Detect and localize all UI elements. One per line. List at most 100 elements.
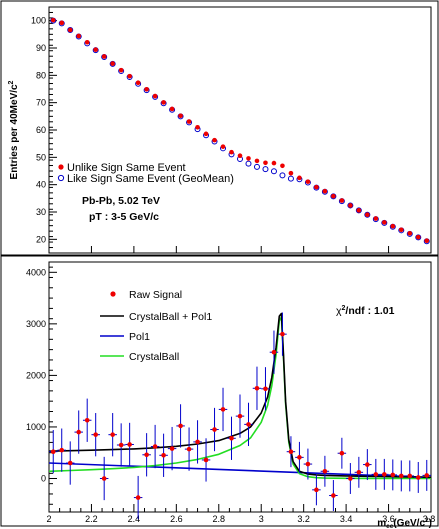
top-panel: 20 30 40 50 60 70 80 90 100 [31, 6, 432, 254]
raw-signal-point [356, 470, 362, 475]
raw-signal-point [203, 457, 209, 463]
raw-signal-point [254, 385, 260, 391]
raw-signal-point [246, 422, 251, 427]
raw-signal-point [212, 427, 217, 432]
raw-signal-point [365, 462, 370, 467]
unlike-sign-point [59, 20, 65, 26]
legend-pol1-label: Pol1 [129, 331, 150, 343]
like-sign-point [279, 172, 286, 179]
top-ylabel-sup: 2 [8, 80, 15, 84]
raw-signal-point [237, 413, 243, 419]
chi2-symbol: χ [336, 305, 342, 317]
top-ytick-label: 60 [36, 125, 46, 135]
unlike-sign-point [280, 163, 285, 169]
raw-signal-point [101, 476, 107, 481]
top-ytick-label: 50 [36, 152, 46, 162]
unlike-sign-point [127, 73, 132, 79]
raw-signal-point [186, 446, 192, 452]
like-sign-point [287, 175, 294, 182]
unlike-sign-point [169, 106, 175, 112]
unlike-sign-point [212, 137, 217, 143]
top-ytick-label: 20 [36, 234, 46, 244]
crystalball-pol1-line [48, 312, 432, 478]
unlike-sign-point [356, 208, 362, 213]
raw-signal-point [195, 439, 200, 445]
bottom-xtick-label: 2.8 [213, 514, 226, 524]
bottom-frame [0, 255, 439, 527]
raw-signal-point [288, 449, 294, 454]
raw-signal-point [424, 473, 430, 478]
xlabel-sub: ee [386, 523, 394, 529]
bottom-ytick-label: 4000 [26, 267, 46, 277]
top-ytick-label: 90 [36, 43, 46, 53]
raw-signal-point [314, 487, 319, 493]
like-sign-point [245, 160, 252, 167]
raw-signal-point [331, 493, 336, 498]
raw-signal-point [398, 473, 404, 479]
top-ytick-label: 80 [36, 70, 46, 80]
bottom-xtick-label: 3.6 [382, 514, 395, 524]
unlike-sign-point [407, 231, 413, 236]
raw-signal-point [390, 472, 396, 478]
unlike-sign-point [161, 100, 166, 105]
legend-raw-signal-marker [110, 291, 116, 297]
unlike-sign-point [110, 61, 115, 66]
annotation-pt-range: pT : 3-5 GeV/c [89, 211, 159, 223]
raw-signal-point [127, 442, 132, 447]
legend-like-label: Like Sign Same Event (GeoMean) [67, 173, 234, 185]
like-sign-point [67, 26, 74, 33]
unlike-sign-point [152, 93, 158, 99]
top-ytick-label: 40 [36, 180, 46, 190]
unlike-sign-point [93, 47, 98, 52]
raw-signal-point [178, 423, 183, 429]
legend-cb-pol1-label: CrystalBall + Pol1 [129, 311, 212, 323]
unlike-sign-point [348, 203, 353, 208]
bottom-ytick-label: 3000 [26, 319, 46, 329]
bottom-xtick-label: 2.2 [85, 514, 98, 524]
raw-signal-point [297, 455, 302, 460]
raw-signal-point [67, 460, 73, 466]
raw-signal-point [93, 432, 98, 437]
like-sign-point [262, 166, 269, 173]
unlike-sign-point [76, 33, 82, 39]
raw-signal-point [161, 452, 166, 458]
raw-signal-point [322, 468, 328, 474]
bottom-xtick-label: 2 [46, 514, 51, 524]
chi2-ndf-label: χ2/ndf : 1.01 [336, 305, 395, 317]
bottom-ytick-label: 0 [41, 473, 46, 483]
unlike-sign-point [288, 170, 294, 176]
unlike-sign-point [50, 17, 56, 23]
unlike-sign-point [339, 198, 345, 203]
unlike-sign-point [101, 54, 107, 59]
raw-signal-point [415, 475, 421, 480]
raw-signal-point [59, 447, 65, 453]
legend-unlike-label: Unlike Sign Same Event [67, 162, 186, 174]
raw-signal-point [373, 472, 379, 477]
xlabel-m: m [377, 518, 386, 529]
unlike-sign-point [305, 179, 311, 184]
top-frame [0, 0, 439, 256]
raw-signal-point [76, 429, 82, 435]
chi2-sup: 2 [342, 305, 346, 312]
legend-unlike-marker [58, 164, 64, 170]
unlike-sign-point [135, 80, 141, 86]
raw-signal-point [110, 432, 115, 437]
unlike-sign-point [373, 216, 379, 221]
raw-signal-point [280, 331, 285, 337]
raw-signal-point [144, 452, 149, 458]
bottom-xtick-label: 2.6 [170, 514, 183, 524]
unlike-sign-point [415, 234, 421, 240]
raw-signal-point [263, 386, 268, 392]
top-ylabel-text: Entries per 40MeV/c [9, 84, 20, 179]
raw-signal-point [118, 442, 124, 448]
bottom-xtick-label: 3 [259, 514, 264, 524]
unlike-sign-point [365, 212, 370, 218]
unlike-sign-point [263, 160, 268, 166]
unlike-sign-point [237, 153, 243, 158]
bottom-xlabel: mee(GeV/c2) [377, 517, 432, 529]
unlike-sign-point [322, 188, 328, 194]
raw-signal-point [152, 444, 158, 449]
raw-signal-point [407, 473, 413, 479]
unlike-sign-point [271, 160, 277, 166]
unlike-sign-point [195, 124, 200, 130]
